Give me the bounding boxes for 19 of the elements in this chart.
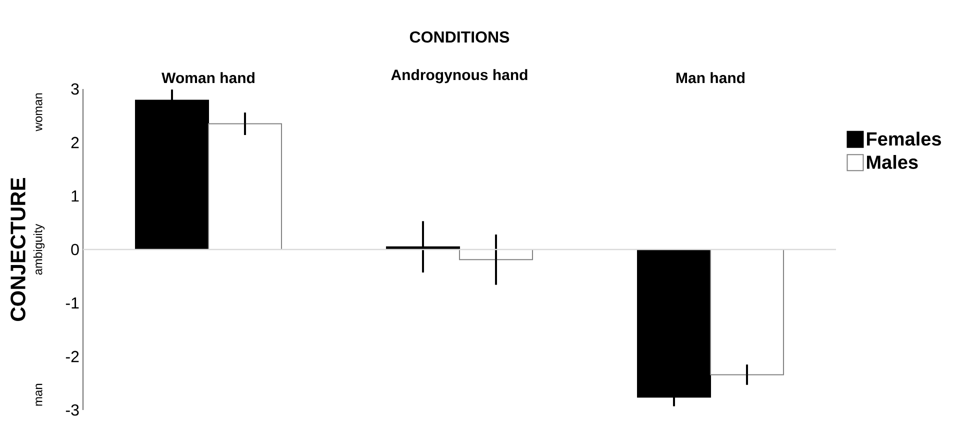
text: woman bbox=[36, 93, 42, 132]
y-tick-label: 0 bbox=[71, 244, 79, 256]
y-tick-label: -1 bbox=[66, 297, 79, 309]
y-tick-label: -2 bbox=[66, 350, 79, 362]
text: man bbox=[36, 384, 42, 406]
x-tick-label: Woman hand bbox=[162, 72, 254, 84]
x-tick-label: Androgynous hand bbox=[391, 69, 528, 84]
y-tick-label: 1 bbox=[72, 190, 79, 202]
legend-label: Males bbox=[867, 154, 918, 169]
y-tick-label: 3 bbox=[71, 83, 79, 95]
chart-title: CONDITIONS bbox=[410, 31, 510, 43]
y-axis-title: CONJECTURE bbox=[10, 178, 26, 321]
legend-label: Females bbox=[867, 132, 941, 146]
y-tick-label: -3 bbox=[66, 404, 79, 416]
x-tick-label: Man hand bbox=[676, 72, 745, 84]
text: ambiguity bbox=[33, 224, 45, 275]
bar bbox=[710, 249, 784, 376]
bar bbox=[208, 123, 282, 250]
y-tick-label: 2 bbox=[71, 136, 79, 148]
